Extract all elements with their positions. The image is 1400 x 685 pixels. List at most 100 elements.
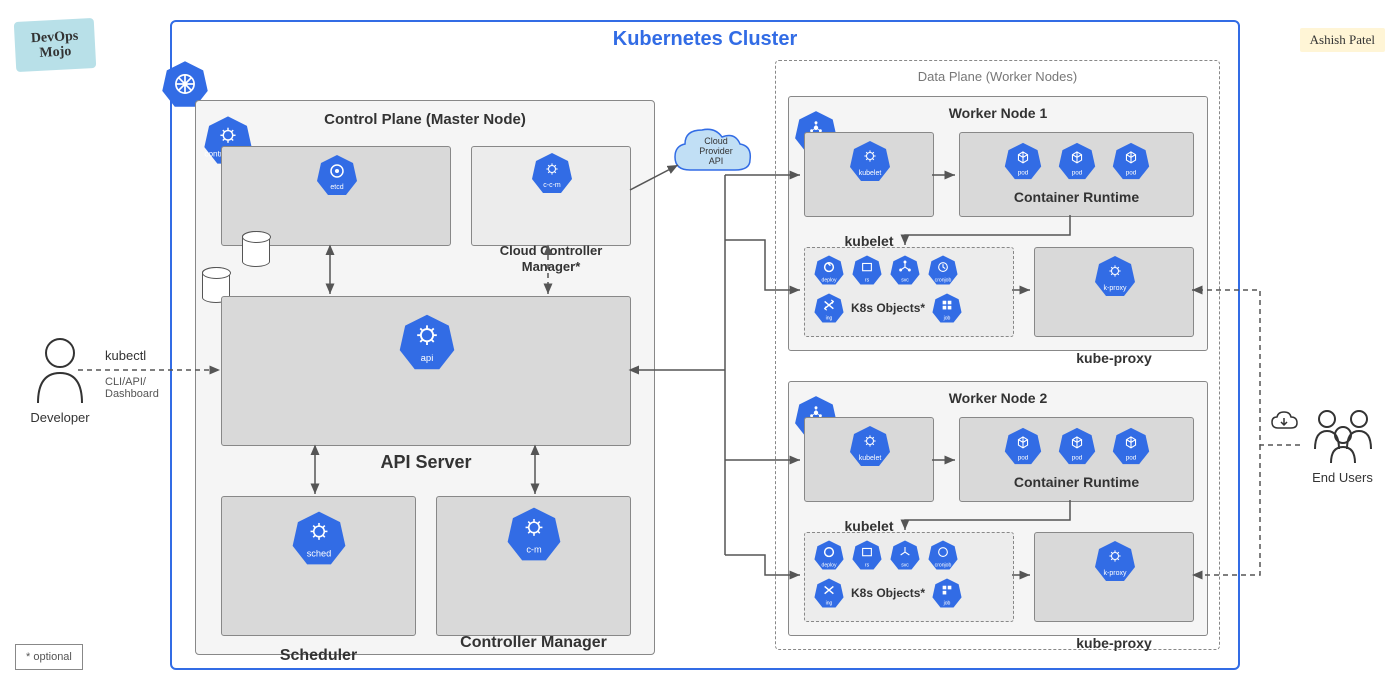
- svg-text:api: api: [421, 353, 434, 364]
- cm-icon: c-m: [505, 505, 563, 563]
- obj-icon: ing: [813, 292, 845, 324]
- worker2-box: Worker Node 2 node kubelet kubelet pod p…: [788, 381, 1208, 636]
- obj-row2: ing K8s Objects* job: [813, 577, 963, 609]
- svg-text:rs: rs: [865, 278, 870, 284]
- svg-text:pod: pod: [1071, 170, 1082, 177]
- endusers-actor: End Users: [1295, 405, 1390, 485]
- svg-text:cronjob: cronjob: [935, 278, 952, 284]
- db-cylinder-icon: [242, 231, 270, 267]
- etcd-box: etcd etcd (key-value store): [221, 146, 451, 246]
- svg-text:ing: ing: [826, 316, 833, 322]
- pod-icon: pod: [1111, 426, 1151, 466]
- worker1-runtime-label: Container Runtime: [960, 189, 1193, 205]
- footnote: * optional: [15, 644, 83, 670]
- obj-icon: rs: [851, 254, 883, 286]
- ccm-box: c-c-m Cloud Controller Manager*: [471, 146, 631, 246]
- svg-text:etcd: etcd: [330, 184, 343, 191]
- obj-icon: deploy: [813, 539, 845, 571]
- scheduler-box: sched Scheduler: [221, 496, 416, 636]
- control-plane-title: Control Plane (Master Node): [196, 111, 654, 128]
- obj-icon: ing: [813, 577, 845, 609]
- worker2-objects-label: K8s Objects*: [851, 586, 925, 600]
- obj-row2: ing K8s Objects* job: [813, 292, 963, 324]
- api-box: api API Server: [221, 296, 631, 446]
- obj-icon: deploy: [813, 254, 845, 286]
- brand-badge: DevOps Mojo: [14, 18, 97, 72]
- api-icon: api: [397, 312, 457, 372]
- obj-icon: cronjob: [927, 539, 959, 571]
- svg-text:ing: ing: [826, 601, 833, 607]
- pod-icon: pod: [1003, 141, 1043, 181]
- kubelet-icon: kubelet: [848, 424, 892, 468]
- author-badge: Ashish Patel: [1300, 28, 1385, 52]
- obj-row1: deploy rs svc cronjob: [813, 254, 959, 286]
- obj-icon: rs: [851, 539, 883, 571]
- obj-icon: job: [931, 292, 963, 324]
- worker2-runtime-label: Container Runtime: [960, 474, 1193, 490]
- svg-text:deploy: deploy: [822, 563, 837, 569]
- proxy-icon: k-proxy: [1093, 254, 1137, 298]
- endusers-label: End Users: [1295, 470, 1390, 485]
- worker1-box: Worker Node 1 node kubelet kubelet pod p…: [788, 96, 1208, 351]
- obj-icon: svc: [889, 539, 921, 571]
- svg-text:k-proxy: k-proxy: [1104, 285, 1127, 292]
- svg-text:c-c-m: c-c-m: [543, 182, 561, 189]
- cluster-title: Kubernetes Cluster: [172, 28, 1238, 51]
- svg-text:job: job: [943, 601, 951, 607]
- cloud-api-label: Cloud Provider API: [696, 137, 736, 167]
- worker1-objects-label: K8s Objects*: [851, 301, 925, 315]
- svg-text:deploy: deploy: [822, 278, 837, 284]
- svg-text:svc: svc: [901, 278, 909, 284]
- ccm-icon: c-c-m: [530, 151, 574, 195]
- worker1-objects-box: deploy rs svc cronjob ing K8s Objects* j…: [804, 247, 1014, 337]
- svg-text:sched: sched: [307, 548, 332, 558]
- worker1-runtime-box: pod pod pod Container Runtime: [959, 132, 1194, 217]
- pod-icon: pod: [1003, 426, 1043, 466]
- ccm-label: Cloud Controller Manager*: [472, 243, 630, 274]
- person-icon: [30, 335, 90, 405]
- svg-text:pod: pod: [1017, 455, 1028, 462]
- worker2-proxy-box: k-proxy kube-proxy: [1034, 532, 1194, 622]
- brand-text: DevOps Mojo: [14, 28, 96, 63]
- cloud-download-icon: [1270, 410, 1300, 434]
- svg-text:c-m: c-m: [526, 544, 542, 554]
- svg-text:k-proxy: k-proxy: [1104, 570, 1127, 577]
- worker2-runtime-box: pod pod pod Container Runtime: [959, 417, 1194, 502]
- proxy-icon: k-proxy: [1093, 539, 1137, 583]
- pod-icon: pod: [1057, 141, 1097, 181]
- worker1-title: Worker Node 1: [789, 105, 1207, 121]
- control-plane-box: Control Plane (Master Node) control plan…: [195, 100, 655, 655]
- svg-text:rs: rs: [865, 563, 870, 569]
- etcd-icon: etcd: [315, 153, 359, 197]
- worker1-proxy-label: kube-proxy: [1035, 350, 1193, 366]
- data-plane-title: Data Plane (Worker Nodes): [776, 69, 1219, 84]
- scheduler-label: Scheduler: [222, 647, 415, 665]
- developer-label: Developer: [15, 410, 105, 425]
- scheduler-icon: sched: [290, 509, 348, 567]
- svg-text:pod: pod: [1125, 455, 1136, 462]
- svg-text:job: job: [943, 316, 951, 322]
- kubectl-label: kubectl: [105, 348, 146, 363]
- svg-text:pod: pod: [1017, 170, 1028, 177]
- pod-row: pod pod pod: [960, 426, 1193, 466]
- svg-text:kubelet: kubelet: [859, 455, 882, 462]
- cm-label: Controller Manager: [437, 633, 630, 652]
- channel-label: CLI/API/ Dashboard: [105, 376, 175, 400]
- svg-text:svc: svc: [901, 563, 909, 569]
- worker1-proxy-box: k-proxy kube-proxy: [1034, 247, 1194, 337]
- users-icon: [1303, 405, 1383, 465]
- worker2-title: Worker Node 2: [789, 390, 1207, 406]
- worker2-objects-box: deploy rs svc cronjob ing K8s Objects* j…: [804, 532, 1014, 622]
- svg-text:cronjob: cronjob: [935, 563, 952, 569]
- svg-text:pod: pod: [1125, 170, 1136, 177]
- cloud-api-box: Cloud Provider API: [670, 122, 755, 182]
- obj-row1: deploy rs svc cronjob: [813, 539, 959, 571]
- worker2-kubelet-box: kubelet kubelet: [804, 417, 934, 502]
- obj-icon: cronjob: [927, 254, 959, 286]
- obj-icon: svc: [889, 254, 921, 286]
- cm-box: c-m Controller Manager: [436, 496, 631, 636]
- data-plane-box: Data Plane (Worker Nodes) Worker Node 1 …: [775, 60, 1220, 650]
- kubelet-icon: kubelet: [848, 139, 892, 183]
- pod-icon: pod: [1057, 426, 1097, 466]
- svg-text:pod: pod: [1071, 455, 1082, 462]
